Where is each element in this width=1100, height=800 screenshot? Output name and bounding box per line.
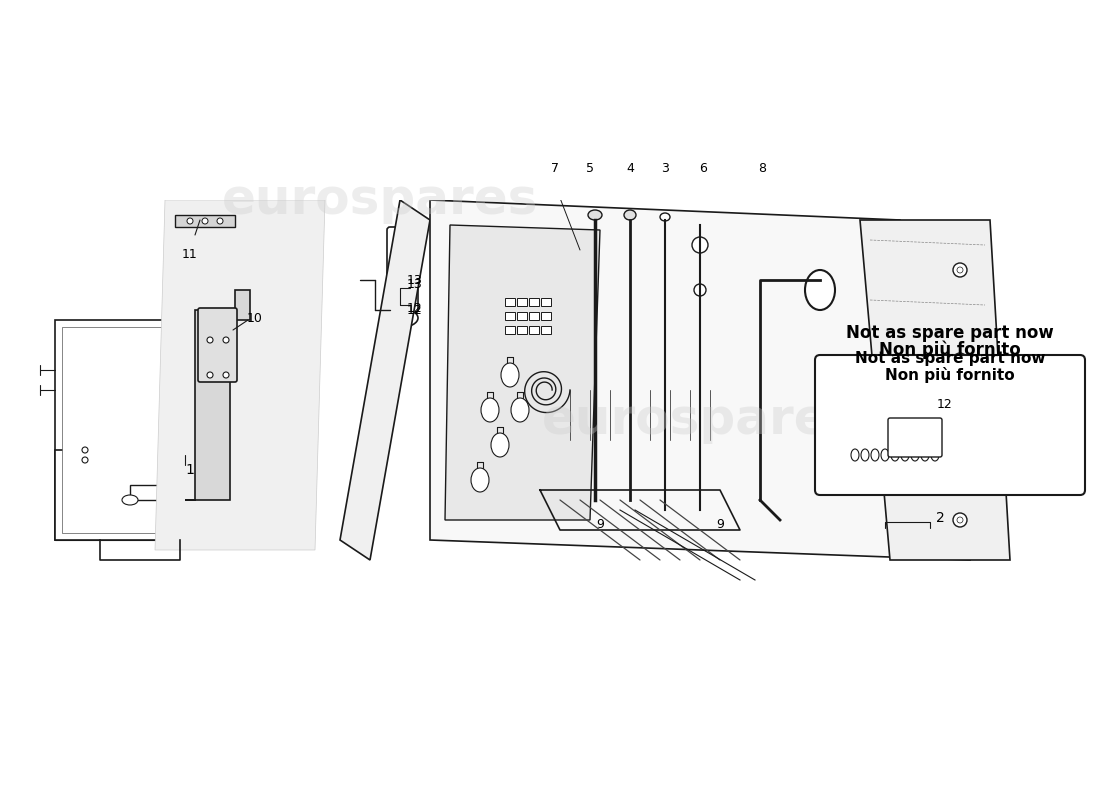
Ellipse shape <box>207 372 213 378</box>
Ellipse shape <box>957 357 962 363</box>
Bar <box>541 326 551 334</box>
Polygon shape <box>340 200 430 560</box>
Ellipse shape <box>172 457 178 463</box>
FancyBboxPatch shape <box>815 355 1085 495</box>
Ellipse shape <box>861 449 869 461</box>
Text: eurospares: eurospares <box>542 396 858 444</box>
Text: 2: 2 <box>936 511 945 525</box>
Text: Not as spare part now: Not as spare part now <box>846 324 1054 342</box>
Text: 11: 11 <box>183 249 198 262</box>
Bar <box>55 450 255 540</box>
Bar <box>130 485 159 500</box>
Ellipse shape <box>588 210 602 220</box>
Ellipse shape <box>871 449 879 461</box>
Text: 13: 13 <box>407 274 422 286</box>
FancyBboxPatch shape <box>888 418 942 457</box>
Text: 9: 9 <box>596 518 604 531</box>
Ellipse shape <box>712 376 728 384</box>
Text: 7: 7 <box>551 162 559 174</box>
Polygon shape <box>860 220 1010 560</box>
Ellipse shape <box>953 443 967 457</box>
Text: 4: 4 <box>626 162 634 174</box>
Ellipse shape <box>694 284 706 296</box>
Bar <box>517 298 527 306</box>
Ellipse shape <box>386 309 418 327</box>
Bar <box>529 312 539 320</box>
Bar <box>541 312 551 320</box>
Ellipse shape <box>82 457 88 463</box>
Ellipse shape <box>172 447 178 453</box>
Polygon shape <box>185 290 250 500</box>
Text: 10: 10 <box>248 311 263 325</box>
Ellipse shape <box>957 267 962 273</box>
Bar <box>175 215 235 227</box>
Text: 12: 12 <box>407 302 422 314</box>
Ellipse shape <box>82 447 88 453</box>
Bar <box>529 298 539 306</box>
Ellipse shape <box>572 376 588 384</box>
Ellipse shape <box>851 449 859 461</box>
Text: eurospares: eurospares <box>222 176 538 224</box>
Ellipse shape <box>491 433 509 457</box>
Text: 5: 5 <box>586 162 594 174</box>
Bar <box>505 326 515 334</box>
Bar <box>529 326 539 334</box>
Ellipse shape <box>512 398 529 422</box>
Bar <box>540 380 740 490</box>
FancyBboxPatch shape <box>198 308 236 382</box>
Text: 12: 12 <box>937 398 953 411</box>
Text: 12: 12 <box>407 303 422 317</box>
Bar <box>541 298 551 306</box>
Ellipse shape <box>921 449 929 461</box>
Ellipse shape <box>931 449 939 461</box>
Ellipse shape <box>481 398 499 422</box>
Ellipse shape <box>217 218 223 224</box>
Bar <box>517 326 527 334</box>
Bar <box>62 327 248 533</box>
Ellipse shape <box>624 210 636 220</box>
Ellipse shape <box>122 495 138 505</box>
Text: 3: 3 <box>661 162 669 174</box>
Ellipse shape <box>692 237 708 253</box>
Polygon shape <box>155 200 324 550</box>
Text: 8: 8 <box>758 162 766 174</box>
Ellipse shape <box>660 213 670 221</box>
Text: Not as spare part now: Not as spare part now <box>855 350 1045 366</box>
Ellipse shape <box>953 353 967 367</box>
Ellipse shape <box>805 270 835 310</box>
Bar <box>55 450 255 540</box>
Ellipse shape <box>223 337 229 343</box>
Text: Non più fornito: Non più fornito <box>879 341 1021 359</box>
Bar <box>505 312 515 320</box>
Bar <box>505 298 515 306</box>
Text: 13: 13 <box>407 278 422 291</box>
Ellipse shape <box>881 449 889 461</box>
FancyBboxPatch shape <box>387 227 418 313</box>
Text: Non più fornito: Non più fornito <box>886 367 1015 383</box>
Ellipse shape <box>953 513 967 527</box>
Ellipse shape <box>957 447 962 453</box>
Text: 9: 9 <box>716 518 724 531</box>
Ellipse shape <box>953 263 967 277</box>
Ellipse shape <box>202 218 208 224</box>
Ellipse shape <box>471 468 490 492</box>
Ellipse shape <box>891 449 899 461</box>
Text: 1: 1 <box>186 463 195 477</box>
Bar <box>517 312 527 320</box>
Polygon shape <box>430 200 970 560</box>
Ellipse shape <box>500 363 519 387</box>
Bar <box>55 320 255 540</box>
Ellipse shape <box>187 218 192 224</box>
Text: 6: 6 <box>700 162 707 174</box>
Ellipse shape <box>223 372 229 378</box>
Ellipse shape <box>901 449 909 461</box>
Ellipse shape <box>207 337 213 343</box>
Polygon shape <box>446 225 600 520</box>
Ellipse shape <box>911 449 918 461</box>
Ellipse shape <box>957 517 962 523</box>
